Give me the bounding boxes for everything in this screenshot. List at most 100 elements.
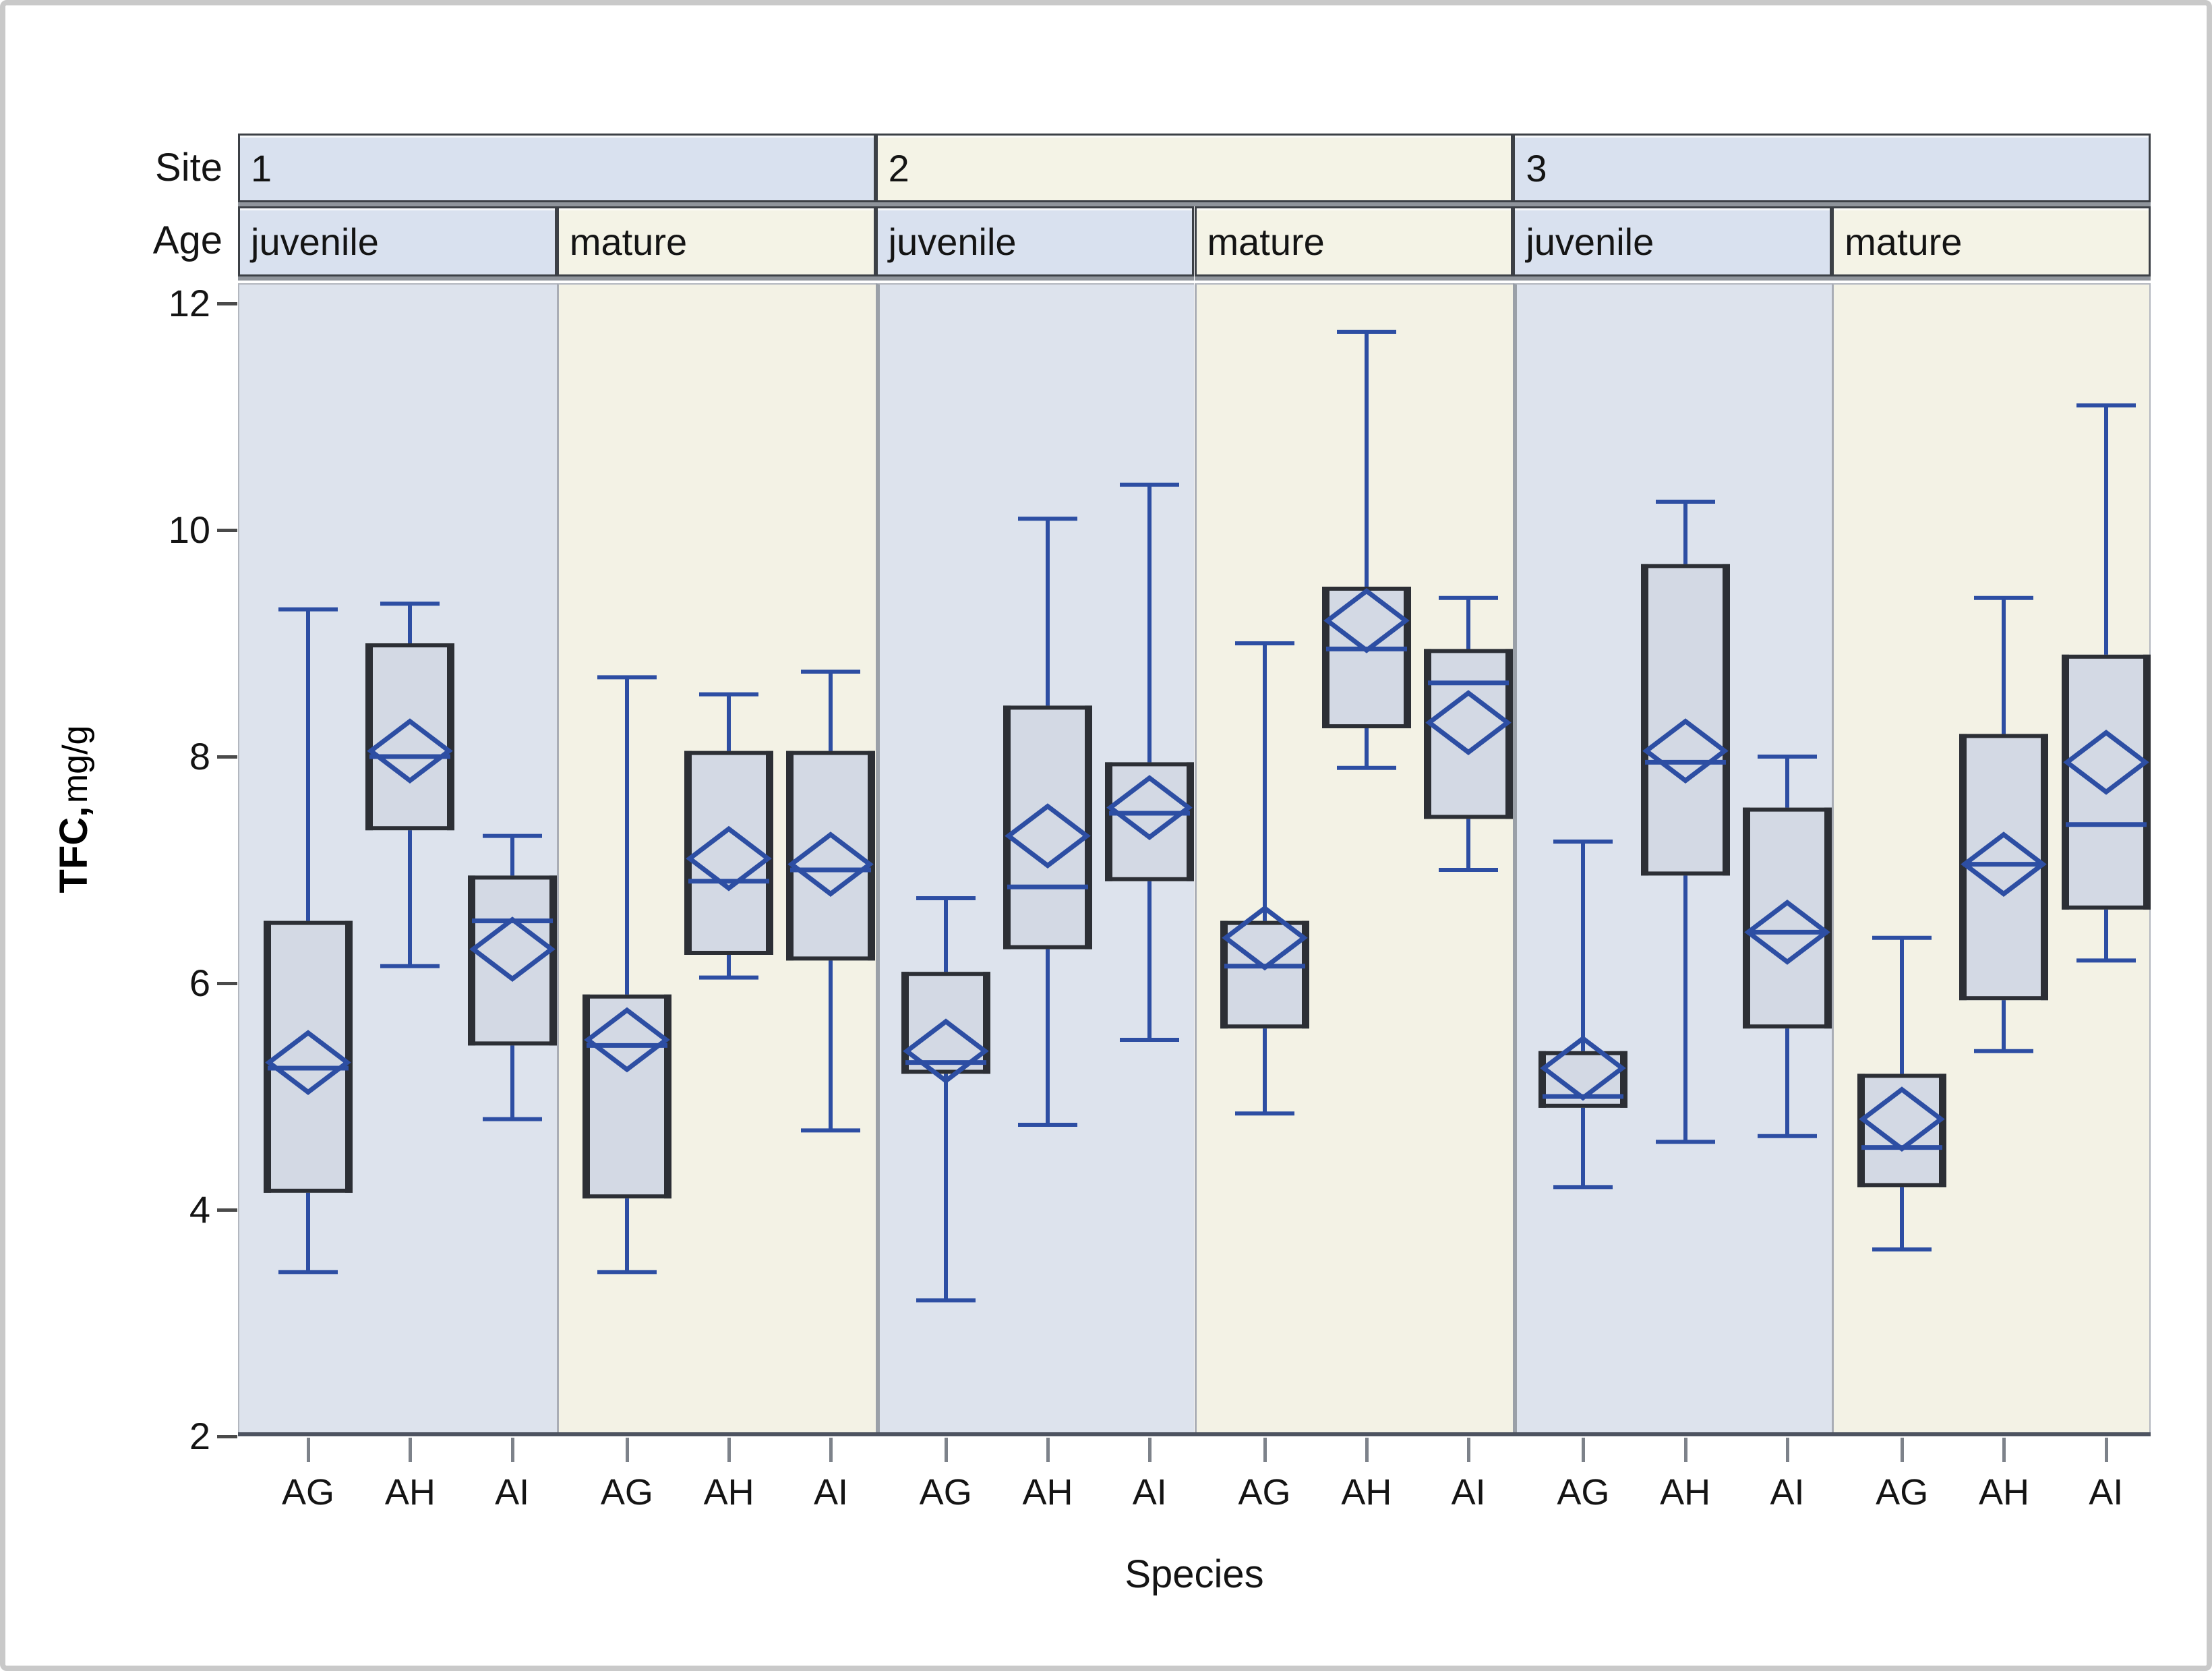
y-axis-title-bold: TFC, bbox=[52, 806, 96, 893]
mean-diamond bbox=[1744, 900, 1830, 965]
age-band-2-mature: mature bbox=[1194, 206, 1514, 276]
y-tick-label: 8 bbox=[189, 735, 210, 778]
x-tick bbox=[944, 1438, 948, 1462]
y-tick-label: 4 bbox=[189, 1188, 210, 1231]
x-tick bbox=[1365, 1438, 1369, 1462]
panel-1-juvenile bbox=[238, 283, 557, 1432]
x-tick-label-AH: AH bbox=[384, 1472, 436, 1513]
y-tick-label: 10 bbox=[168, 508, 210, 551]
mean-diamond bbox=[1540, 1035, 1627, 1101]
x-tick-label-AG: AG bbox=[1238, 1472, 1291, 1513]
boxplot-site2-mature-AI bbox=[1424, 595, 1514, 872]
boxplot-site1-juvenile-AH bbox=[365, 602, 455, 968]
mean-diamond bbox=[1961, 831, 2047, 897]
boxplot-site2-juvenile-AI bbox=[1105, 482, 1195, 1042]
x-tick bbox=[2002, 1438, 2006, 1462]
x-tick-label-AI: AI bbox=[1770, 1472, 1805, 1513]
mean-diamond bbox=[902, 1018, 989, 1084]
boxplot-site2-mature-AH bbox=[1321, 330, 1411, 770]
mean-diamond bbox=[1425, 690, 1512, 755]
x-tick bbox=[1467, 1438, 1471, 1462]
mean-diamond bbox=[686, 825, 772, 891]
x-tick bbox=[1901, 1438, 1905, 1462]
boxplot-site3-juvenile-AH bbox=[1640, 500, 1730, 1144]
y-tick bbox=[217, 302, 237, 305]
mean-diamond bbox=[1106, 775, 1193, 840]
y-tick bbox=[217, 1435, 237, 1438]
x-tick bbox=[1263, 1438, 1267, 1462]
boxplot-site1-juvenile-AG bbox=[264, 607, 353, 1274]
age-band-3-mature: mature bbox=[1832, 206, 2151, 276]
boxplot-site1-juvenile-AI bbox=[467, 833, 557, 1121]
mean-diamond bbox=[1323, 588, 1410, 653]
boxplot-site3-juvenile-AG bbox=[1538, 840, 1628, 1190]
x-tick-label-AG: AG bbox=[1876, 1472, 1929, 1513]
x-tick-label-AH: AH bbox=[703, 1472, 754, 1513]
panel-2-mature bbox=[1194, 283, 1514, 1432]
boxplot-site1-mature-AG bbox=[582, 675, 671, 1274]
y-tick-label: 6 bbox=[189, 962, 210, 1004]
x-tick bbox=[409, 1438, 413, 1462]
age-band-2-juvenile: juvenile bbox=[875, 206, 1195, 276]
x-tick-label-AH: AH bbox=[1660, 1472, 1711, 1513]
mean-diamond bbox=[367, 718, 454, 784]
y-tick bbox=[217, 1208, 237, 1212]
x-tick bbox=[1683, 1438, 1687, 1462]
x-tick-label-AG: AG bbox=[1557, 1472, 1610, 1513]
site-band-1: 1 bbox=[238, 134, 876, 202]
x-axis-line bbox=[238, 1432, 2151, 1436]
x-tick-label-AG: AG bbox=[600, 1472, 653, 1513]
site-row-label: Site bbox=[155, 146, 222, 189]
x-tick bbox=[1582, 1438, 1586, 1462]
x-tick bbox=[727, 1438, 731, 1462]
x-tick bbox=[829, 1438, 833, 1462]
mean-diamond bbox=[584, 1007, 670, 1073]
boxplot-site3-mature-AG bbox=[1857, 935, 1947, 1252]
age-band-1-juvenile: juvenile bbox=[238, 206, 557, 276]
y-axis-title: TFC, mg/g bbox=[52, 725, 96, 893]
mean-diamond bbox=[1005, 803, 1091, 869]
x-tick bbox=[1148, 1438, 1152, 1462]
mean-diamond bbox=[265, 1030, 351, 1095]
x-tick bbox=[1046, 1438, 1050, 1462]
mean-diamond bbox=[1221, 905, 1308, 971]
age-band-1-mature: mature bbox=[556, 206, 876, 276]
x-tick bbox=[625, 1438, 629, 1462]
mean-diamond bbox=[469, 916, 556, 982]
boxplot-site3-mature-AI bbox=[2061, 403, 2151, 963]
x-axis-title: Species bbox=[1125, 1552, 1264, 1596]
x-tick-label-AH: AH bbox=[1341, 1472, 1392, 1513]
x-tick-label-AG: AG bbox=[919, 1472, 972, 1513]
x-tick bbox=[2104, 1438, 2108, 1462]
age-band-3-juvenile: juvenile bbox=[1513, 206, 1832, 276]
y-tick-label: 2 bbox=[189, 1415, 210, 1457]
site-band-3: 3 bbox=[1513, 134, 2151, 202]
mean-diamond bbox=[787, 831, 874, 897]
boxplot-site1-mature-AI bbox=[786, 670, 876, 1133]
boxplot-site1-mature-AH bbox=[684, 692, 774, 980]
x-tick-label-AH: AH bbox=[1022, 1472, 1073, 1513]
x-tick-label-AI: AI bbox=[1451, 1472, 1486, 1513]
mean-diamond bbox=[1859, 1086, 1945, 1152]
y-tick bbox=[217, 529, 237, 532]
x-tick bbox=[510, 1438, 514, 1462]
boxplot-site2-mature-AG bbox=[1220, 641, 1309, 1116]
x-tick bbox=[307, 1438, 311, 1462]
y-tick bbox=[217, 982, 237, 985]
x-tick-label-AI: AI bbox=[495, 1472, 530, 1513]
x-tick-label-AI: AI bbox=[1132, 1472, 1167, 1513]
x-tick bbox=[1785, 1438, 1789, 1462]
mean-diamond bbox=[2063, 730, 2149, 795]
y-tick-label: 12 bbox=[168, 282, 210, 324]
y-tick bbox=[217, 755, 237, 759]
boxplot-site3-mature-AH bbox=[1959, 595, 2049, 1053]
x-tick-label-AI: AI bbox=[2089, 1472, 2124, 1513]
mean-diamond bbox=[1642, 718, 1729, 784]
boxplot-site2-juvenile-AH bbox=[1003, 517, 1092, 1127]
boxplot-site3-juvenile-AI bbox=[1742, 755, 1832, 1138]
age-row-label: Age bbox=[152, 218, 222, 262]
site-band-2: 2 bbox=[875, 134, 1514, 202]
x-tick-label-AG: AG bbox=[282, 1472, 335, 1513]
x-tick-label-AI: AI bbox=[813, 1472, 848, 1513]
